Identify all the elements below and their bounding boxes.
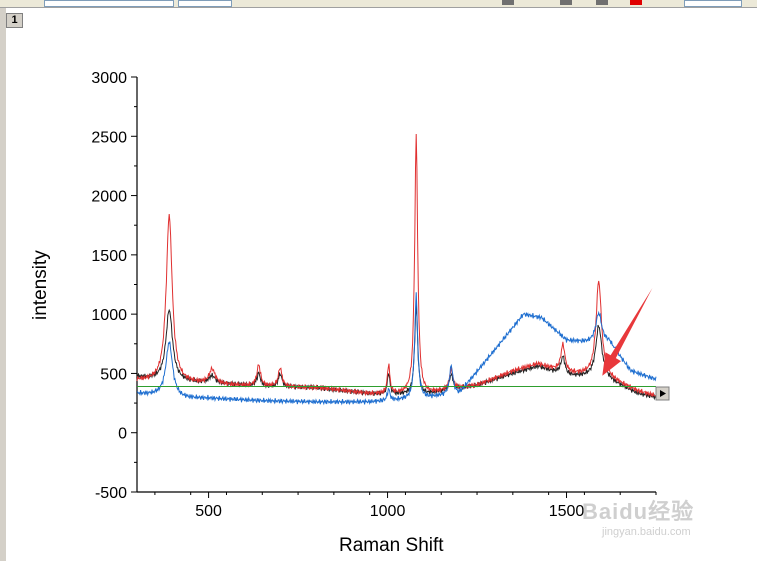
baidu-watermark-url: jingyan.baidu.com — [602, 526, 691, 538]
window-gutter — [0, 8, 6, 561]
y-tick-label: 1500 — [91, 248, 127, 265]
annotation-arrow — [602, 288, 653, 376]
x-tick-label: 1000 — [370, 503, 406, 520]
y-tick-label: 3000 — [91, 70, 127, 87]
baidu-watermark: Baidu经验 — [582, 499, 695, 524]
y-tick-label: 2500 — [91, 129, 127, 146]
series-line-2 — [136, 133, 656, 397]
x-tick-label: 1500 — [549, 503, 585, 520]
font-name-field[interactable] — [44, 0, 174, 7]
pattern-swatch[interactable] — [596, 0, 608, 5]
play-icon — [660, 390, 666, 397]
y-tick-label: 1000 — [91, 307, 127, 324]
fill-color-swatch[interactable] — [560, 0, 572, 5]
layer-tab[interactable]: 1 — [6, 13, 23, 28]
series-line-1 — [136, 303, 657, 401]
y-tick-label: 0 — [118, 426, 127, 443]
font-color-swatch[interactable] — [630, 0, 642, 5]
x-axis-title: Raman Shift — [339, 535, 444, 556]
y-tick-label: 2000 — [91, 189, 127, 206]
y-axis-title: intensity — [30, 250, 51, 320]
series-line-3 — [137, 292, 657, 406]
x-tick-label: 500 — [195, 503, 222, 520]
toolbar — [0, 0, 757, 8]
y-tick-label: -500 — [95, 485, 127, 502]
font-size-field[interactable] — [178, 0, 232, 7]
width-field[interactable] — [684, 0, 742, 7]
y-tick-label: 500 — [100, 366, 127, 383]
line-color-swatch[interactable] — [502, 0, 514, 5]
